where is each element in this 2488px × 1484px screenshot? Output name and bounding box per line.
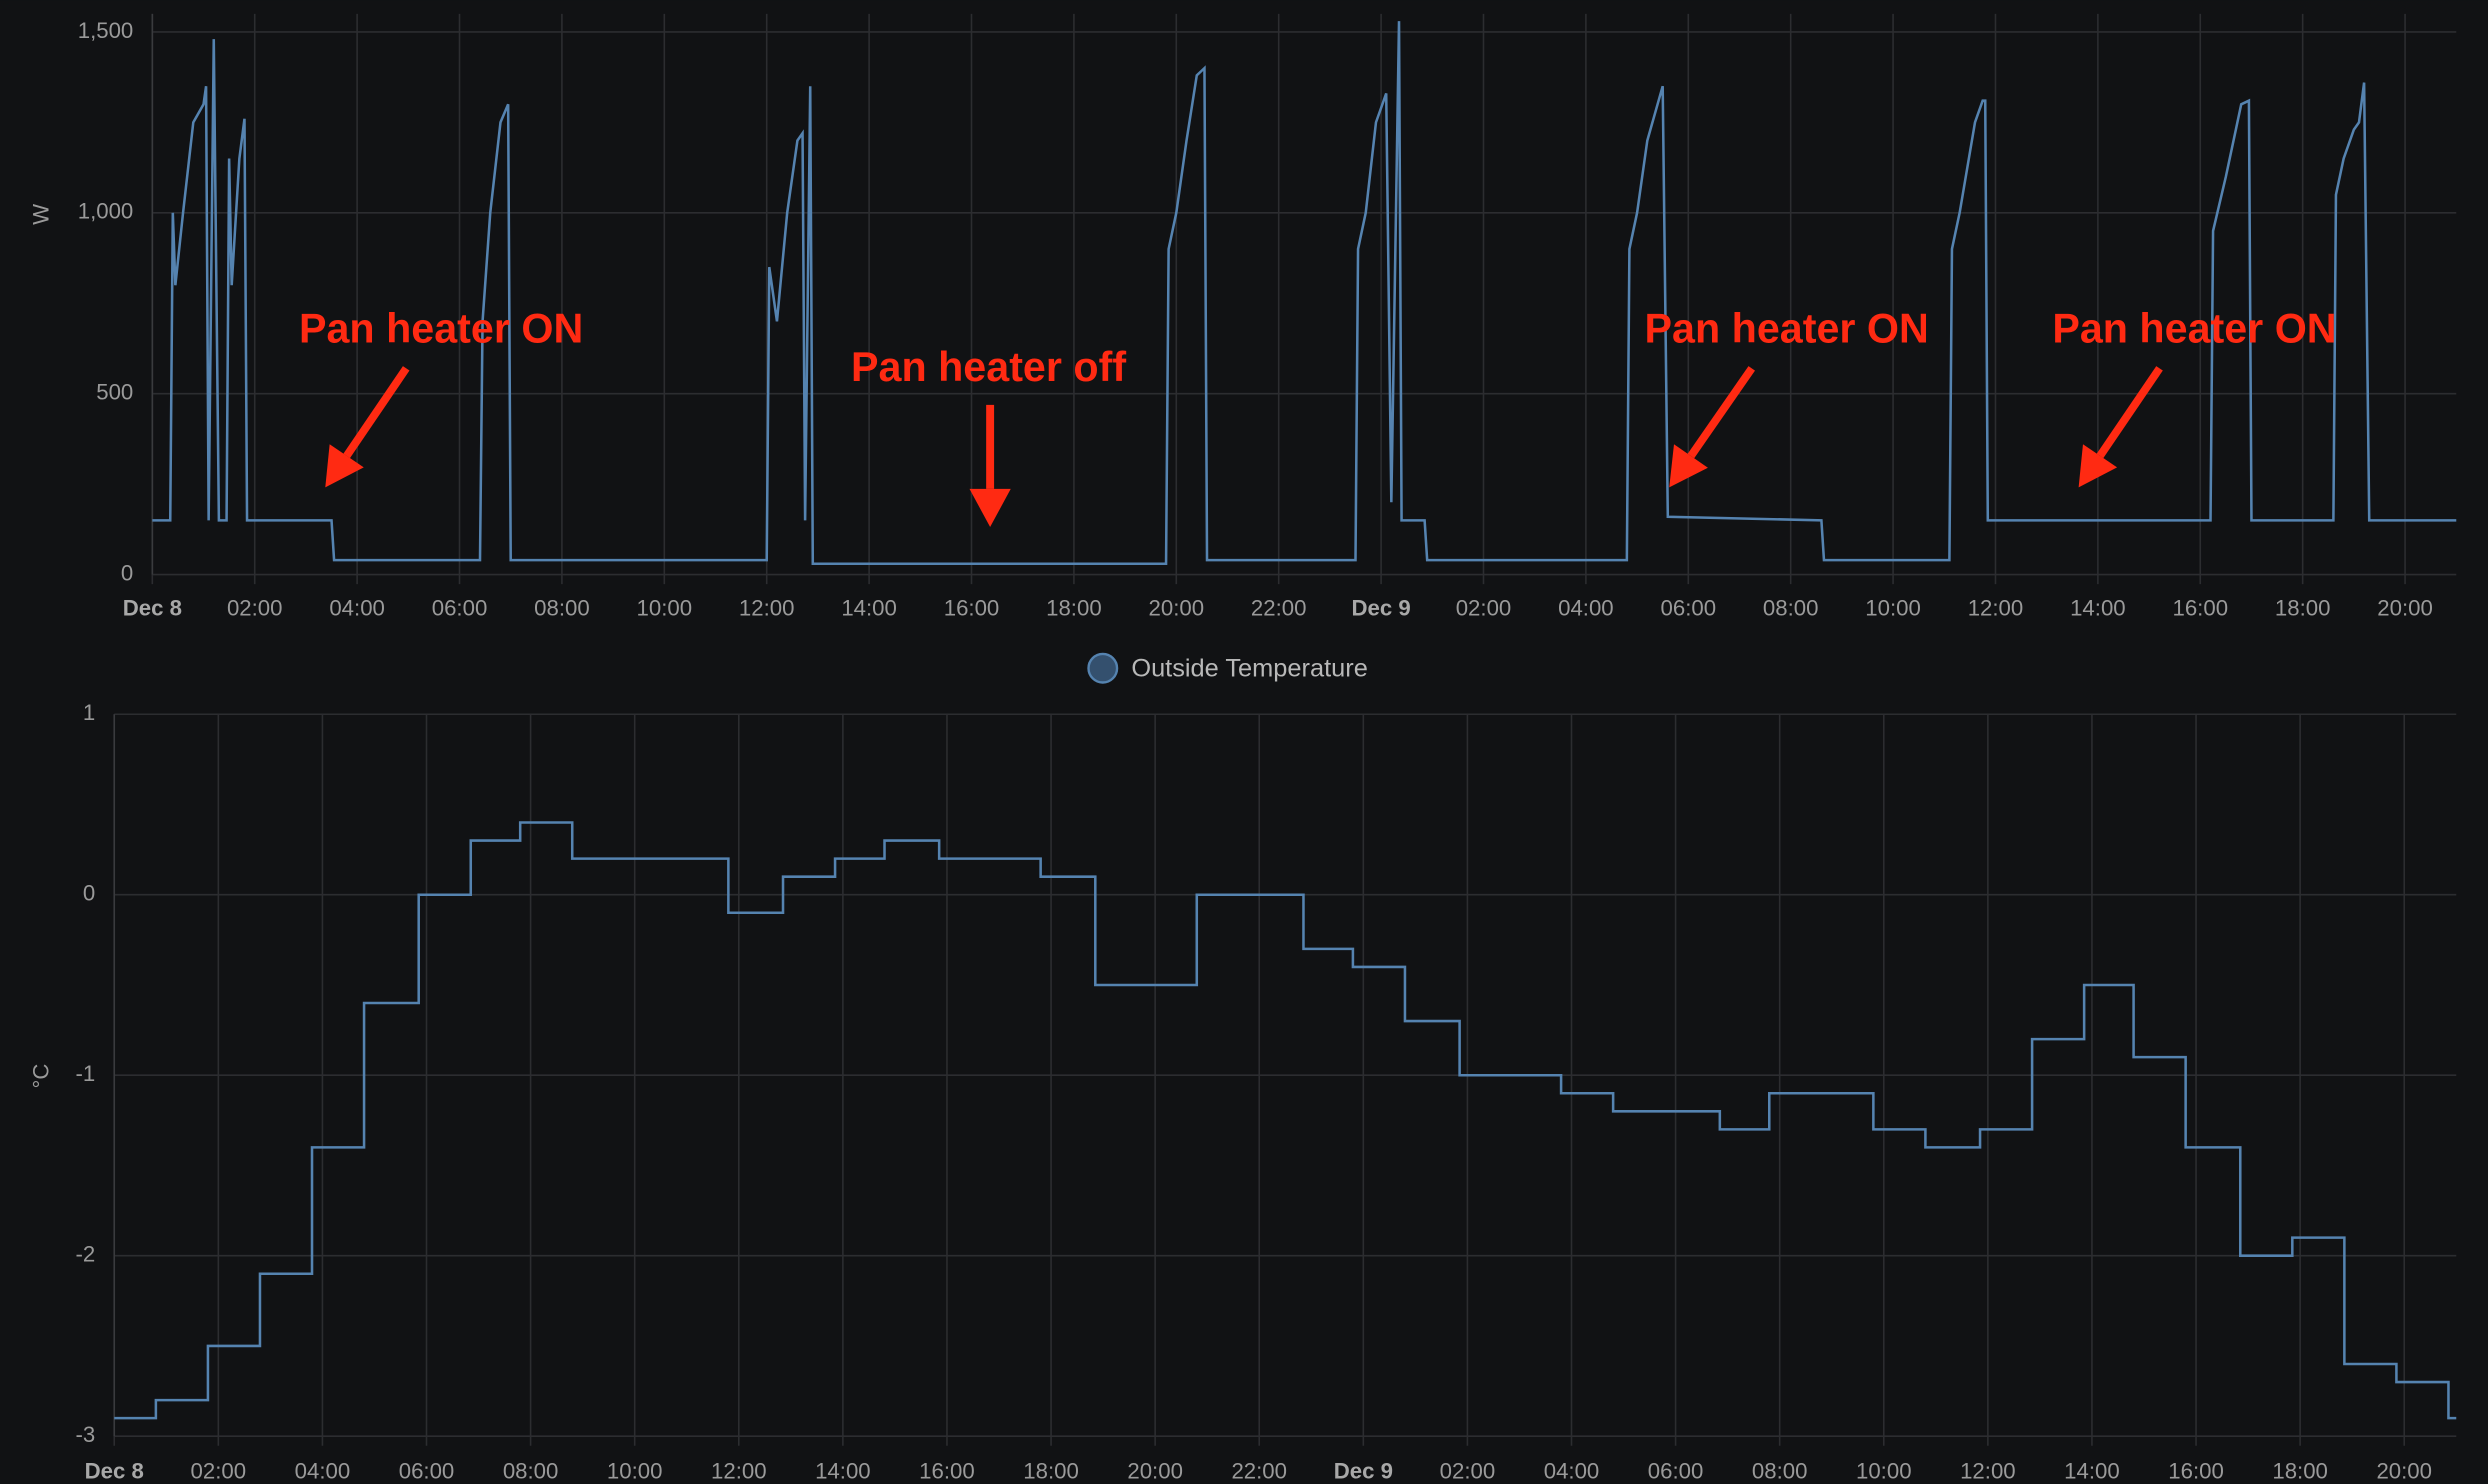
x-tick-label: Dec 8 [85,1459,144,1484]
x-tick-label: 22:00 [1251,595,1307,620]
y-tick-label: 0 [121,560,133,585]
annotation-arrowhead [969,488,1011,527]
y-tick-label: 0 [83,881,95,906]
annotation: Pan heater ON [299,306,583,352]
annotation-arrow [1687,366,1756,459]
y-tick-label: 1,500 [78,18,134,43]
y-axis-label: °C [29,1064,54,1089]
x-tick-label: 08:00 [1763,595,1819,620]
annotation-arrowhead [1669,444,1708,488]
y-tick-label: 1,000 [78,199,134,224]
x-tick-label: 04:00 [295,1459,351,1484]
annotation-arrowhead [2078,444,2118,488]
x-tick-label: 18:00 [1046,595,1102,620]
x-tick-label: 10:00 [1865,595,1921,620]
x-tick-label: 08:00 [534,595,590,620]
x-tick-label: 02:00 [1456,595,1512,620]
x-tick-label: 14:00 [2070,595,2126,620]
y-tick-label: 1 [83,700,95,725]
x-tick-label: 06:00 [1648,1459,1704,1484]
y-axis-label: W [29,204,54,225]
x-tick-label: 16:00 [2168,1459,2224,1484]
x-tick-label: 12:00 [739,595,795,620]
x-tick-label: 08:00 [1752,1459,1808,1484]
x-tick-label: 16:00 [944,595,1000,620]
data-line [114,821,2457,1420]
x-tick-label: 16:00 [2172,595,2228,620]
x-tick-label: Dec 8 [123,595,182,620]
annotation-arrow [2096,366,2163,459]
x-tick-label: 22:00 [1231,1459,1287,1484]
annotation-arrowhead [325,444,364,488]
data-line [152,21,2457,566]
x-tick-label: 16:00 [919,1459,975,1484]
legend-marker [1087,652,1119,684]
x-tick-label: 14:00 [2064,1459,2120,1484]
x-tick-label: Dec 9 [1351,595,1410,620]
x-tick-label: 20:00 [2376,1459,2432,1484]
annotation: Pan heater off [851,344,1126,390]
x-tick-label: 18:00 [1023,1459,1079,1484]
x-tick-label: 12:00 [1968,595,2024,620]
x-tick-label: 12:00 [711,1459,767,1484]
x-tick-label: 18:00 [2272,1459,2328,1484]
y-tick-label: -3 [75,1422,95,1447]
x-tick-label: 08:00 [503,1459,559,1484]
y-tick-label: -1 [75,1061,95,1086]
y-tick-label: -2 [75,1242,95,1267]
x-tick-label: 02:00 [1440,1459,1496,1484]
x-tick-label: 02:00 [227,595,283,620]
x-tick-label: 04:00 [1544,1459,1600,1484]
x-tick-label: 02:00 [191,1459,247,1484]
x-tick-label: 04:00 [329,595,385,620]
annotation-arrow [343,366,410,459]
x-tick-label: 20:00 [2377,595,2433,620]
x-tick-label: 06:00 [399,1459,455,1484]
x-tick-label: 18:00 [2275,595,2331,620]
x-tick-label: 06:00 [1661,595,1717,620]
x-tick-label: Dec 9 [1334,1459,1393,1484]
annotation: Pan heater ON [1645,306,1929,352]
x-tick-label: 06:00 [432,595,488,620]
x-tick-label: 20:00 [1149,595,1205,620]
x-tick-label: 14:00 [841,595,897,620]
legend-label: Outside Temperature [1131,655,1368,683]
x-tick-label: 10:00 [1856,1459,1912,1484]
annotation: Pan heater ON [2052,306,2336,352]
x-tick-label: 14:00 [815,1459,871,1484]
x-tick-label: 04:00 [1558,595,1614,620]
x-tick-label: 20:00 [1127,1459,1183,1484]
x-tick-label: 10:00 [637,595,693,620]
x-tick-label: 12:00 [1960,1459,2016,1484]
x-tick-label: 10:00 [607,1459,663,1484]
y-tick-label: 500 [96,380,133,405]
